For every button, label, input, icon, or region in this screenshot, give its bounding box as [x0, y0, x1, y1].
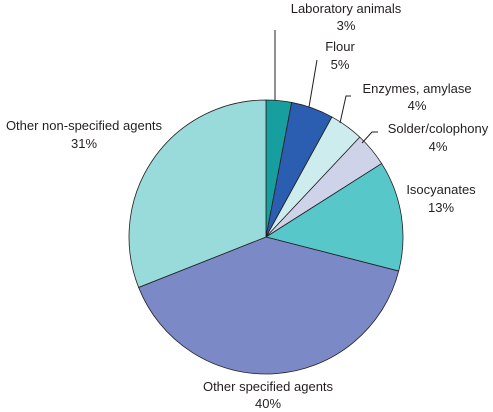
pct-isocyanates: 13%	[428, 200, 454, 215]
leader-solder	[361, 131, 378, 144]
pct-other-specified: 40%	[255, 396, 281, 411]
leader-enzymes	[339, 95, 351, 124]
leader-flour	[308, 59, 318, 108]
slice-labels: Laboratory animals 3% Flour 5% Enzymes, …	[6, 1, 489, 411]
pie-slice-isocyanates	[265, 163, 404, 272]
pie-slices	[128, 99, 404, 375]
pct-solder: 4%	[429, 139, 448, 154]
label-other-specified: Other specified agents	[203, 379, 334, 394]
label-laboratory-animals: Laboratory animals	[291, 1, 402, 16]
pie-slice-other-non-specified-agents	[128, 99, 267, 288]
pct-other-non-specified: 31%	[71, 136, 97, 151]
label-other-non-specified: Other non-specified agents	[6, 118, 163, 133]
pct-flour: 5%	[331, 57, 350, 72]
label-isocyanates: Isocyanates	[406, 182, 476, 197]
label-flour: Flour	[325, 39, 355, 54]
pie-slice-other-specified-agents	[138, 236, 400, 375]
pct-enzymes: 4%	[408, 98, 427, 113]
leader-lines	[274, 30, 378, 144]
pct-laboratory-animals: 3%	[337, 18, 356, 33]
label-solder: Solder/colophony	[388, 121, 489, 136]
label-enzymes: Enzymes, amylase	[362, 81, 471, 96]
